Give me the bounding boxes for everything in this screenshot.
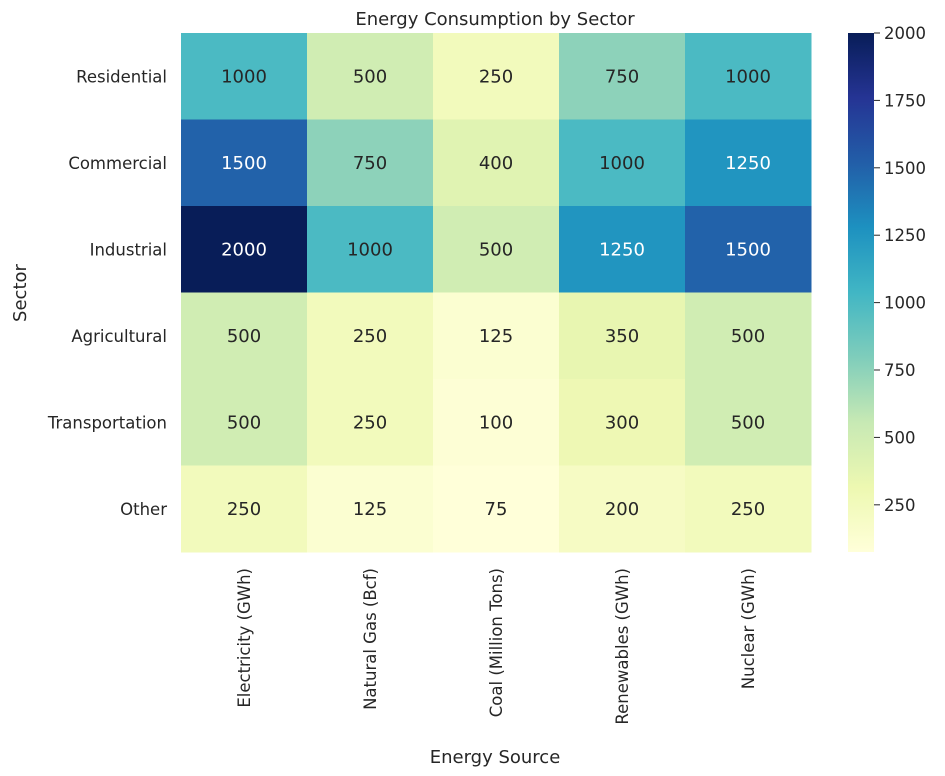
y-tick-label: Industrial [90,240,167,259]
colorbar-tick-label: 1750 [884,91,926,110]
cell-value-label: 250 [227,499,261,520]
cell-value-label: 1250 [725,153,771,174]
cell-value-label: 1500 [221,153,267,174]
cell-value-label: 200 [605,499,639,520]
x-tick-labels: Electricity (GWh) Natural Gas (Bcf) Coal (… [235,568,758,725]
y-tick-label: Commercial [68,154,167,173]
heatmap-cell [307,119,434,207]
y-tick-labels: Residential Commercial Industrial Agricultu… [47,67,167,519]
cell-value-label: 300 [605,412,639,433]
x-tick-label: Electricity (GWh) [235,568,254,708]
cell-value-label: 500 [353,66,387,87]
cell-value-label: 1250 [599,239,645,260]
heatmap-cell [307,465,434,553]
colorbar-tick-label: 1500 [884,159,926,178]
heatmap-cell [307,379,434,466]
heatmap-cell [685,33,812,120]
colorbar-ticks: 250 500 750 1000 1250 1500 1750 2000 [874,24,926,515]
heatmap-cell [559,33,686,120]
colorbar-tick-label: 1000 [884,294,926,313]
cell-value-label: 500 [227,326,261,347]
x-tick-label: Nuclear (GWh) [739,568,758,689]
heatmap-cell [307,206,434,293]
heatmap-cell [685,379,812,466]
heatmap-cell [433,465,560,553]
heatmap-cell [559,119,686,207]
heatmap-cell [685,119,812,207]
heatmap-cell [433,33,560,120]
cell-value-label: 750 [605,66,639,87]
y-tick-label: Transportation [47,413,167,432]
cell-value-label: 250 [353,326,387,347]
heatmap-cell [181,379,308,466]
heatmap-cell [181,33,308,120]
cell-value-label: 250 [731,499,765,520]
y-axis-label: Sector [10,263,31,321]
colorbar-tick-label: 750 [884,361,916,380]
cell-value-label: 100 [479,412,513,433]
heatmap-cell [433,119,560,207]
colorbar-tick-label: 250 [884,496,916,515]
heatmap-cell [181,119,308,207]
heatmap-cell [433,206,560,293]
heatmap-cell [181,206,308,293]
cell-value-label: 1000 [221,66,267,87]
cell-value-label: 1500 [725,239,771,260]
cell-value-label: 750 [353,153,387,174]
colorbar-tick-label: 1250 [884,226,926,245]
heatmap-cell [685,206,812,293]
heatmap-cell [685,292,812,380]
x-tick-label: Renewables (GWh) [613,568,632,725]
x-axis-label: Energy Source [430,747,561,768]
cell-value-label: 500 [731,412,765,433]
cell-value-label: 1000 [725,66,771,87]
heatmap-cell [559,206,686,293]
cell-value-label: 400 [479,153,513,174]
colorbar [848,33,874,552]
heatmap-cell [559,379,686,466]
cell-value-label: 500 [479,239,513,260]
cell-value-label: 250 [353,412,387,433]
cell-value-label: 75 [485,499,508,520]
heatmap-cells: 1000 500 250 750 1000 1500 750 400 1000 1250 2000 1… [181,33,812,553]
cell-value-label: 2000 [221,239,267,260]
heatmap-cell [181,465,308,553]
cell-value-label: 500 [227,412,261,433]
y-tick-label: Agricultural [71,327,167,346]
cell-value-label: 250 [479,66,513,87]
cell-value-label: 125 [353,499,387,520]
cell-value-label: 125 [479,326,513,347]
colorbar-tick-label: 500 [884,428,916,447]
heatmap-cell [433,379,560,466]
y-tick-label: Residential [76,67,167,86]
heatmap-cell [433,292,560,380]
x-tick-label: Natural Gas (Bcf) [361,568,380,710]
heatmap-cell [307,292,434,380]
heatmap-cell [559,292,686,380]
heatmap-cell [307,33,434,120]
heatmap-cell [181,292,308,380]
y-tick-label: Other [120,500,167,519]
colorbar-tick-label: 2000 [884,24,926,43]
cell-value-label: 1000 [347,239,393,260]
chart-title: Energy Consumption by Sector [355,9,635,30]
cell-value-label: 500 [731,326,765,347]
heatmap-cell [685,465,812,553]
heatmap-cell [559,465,686,553]
cell-value-label: 1000 [599,153,645,174]
x-tick-label: Coal (Million Tons) [487,568,506,717]
cell-value-label: 350 [605,326,639,347]
